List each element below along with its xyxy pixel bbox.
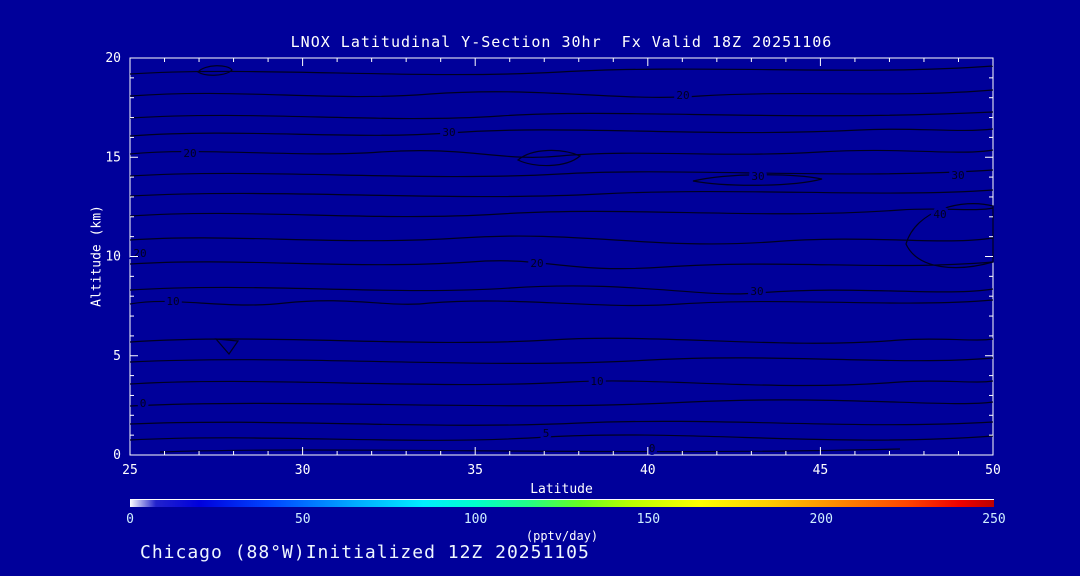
contour-label: 0 xyxy=(140,397,147,410)
plot-title: LNOX Latitudinal Y-Section 30hr Fx Valid… xyxy=(290,33,833,51)
x-tick-label: 25 xyxy=(122,463,138,478)
y-tick-label: 20 xyxy=(105,51,121,66)
initialization-caption: Chicago (88°W)Initialized 12Z 20251105 xyxy=(140,542,590,563)
contour-line xyxy=(129,299,994,307)
contour-label: 30 xyxy=(951,169,964,182)
colorbar-tick-label: 150 xyxy=(636,512,661,527)
x-tick-label: 40 xyxy=(640,463,656,478)
contour-line xyxy=(214,338,240,355)
contour-label: 30 xyxy=(442,126,455,139)
contour-label: 30 xyxy=(751,170,764,183)
colorbar-units-label: (pptv/day) xyxy=(525,529,599,543)
contour-label: 40 xyxy=(933,208,946,221)
contour-line xyxy=(129,420,994,426)
y-tick-label: 5 xyxy=(113,349,121,364)
x-tick-label: 35 xyxy=(467,463,483,478)
colorbar-tick-label: 50 xyxy=(294,512,311,527)
y-tick-label: 0 xyxy=(113,448,121,463)
contour-line xyxy=(129,128,994,137)
contour-line xyxy=(129,149,994,158)
contour-line xyxy=(129,169,994,178)
contour-line xyxy=(692,174,823,186)
x-tick-label: 30 xyxy=(295,463,311,478)
contour-label: 30 xyxy=(750,285,763,298)
contour-label: 20 xyxy=(530,257,543,270)
contour-line xyxy=(129,65,994,76)
contour-line xyxy=(159,448,901,453)
colorbar-tick-label: 100 xyxy=(463,512,488,527)
contour-label: 20 xyxy=(676,89,689,102)
colorbar-tick-label: 250 xyxy=(982,512,1006,527)
contour-line xyxy=(129,434,994,441)
colorbar-tick-label: 0 xyxy=(126,512,134,527)
y-axis-label: Altitude (km) xyxy=(89,205,105,307)
contour-line xyxy=(197,65,233,76)
contour-line xyxy=(129,235,994,245)
contour-line xyxy=(129,380,994,387)
contour-line xyxy=(129,207,994,218)
contour-label: 5 xyxy=(543,427,550,440)
contour-label: 20 xyxy=(183,147,196,160)
contour-label: 0 xyxy=(649,442,656,455)
colorbar-tick-labels: 0 50 100 150 200 250 xyxy=(126,512,1006,528)
contour-line xyxy=(129,337,994,344)
contour-label: 20 xyxy=(133,247,146,260)
contour-line xyxy=(129,357,994,365)
contour-line xyxy=(129,111,994,120)
contour-line xyxy=(516,149,582,167)
contour-line xyxy=(129,260,994,270)
colorbar-gradient xyxy=(130,499,994,507)
x-tick-label: 45 xyxy=(813,463,829,478)
contour-line xyxy=(129,285,994,295)
plot-frame xyxy=(129,57,994,456)
y-tick-label: 10 xyxy=(105,250,121,265)
contour-line xyxy=(129,399,994,407)
y-tick-label: 15 xyxy=(105,150,121,165)
contour-label: 10 xyxy=(590,375,603,388)
contour-line xyxy=(905,203,994,269)
contour-label: 10 xyxy=(166,295,179,308)
colorbar-tick-label: 200 xyxy=(809,512,833,527)
contour-line xyxy=(129,189,994,198)
x-axis-label: Latitude xyxy=(530,482,593,497)
x-tick-label: 50 xyxy=(985,463,1001,478)
contour-line xyxy=(129,89,994,98)
